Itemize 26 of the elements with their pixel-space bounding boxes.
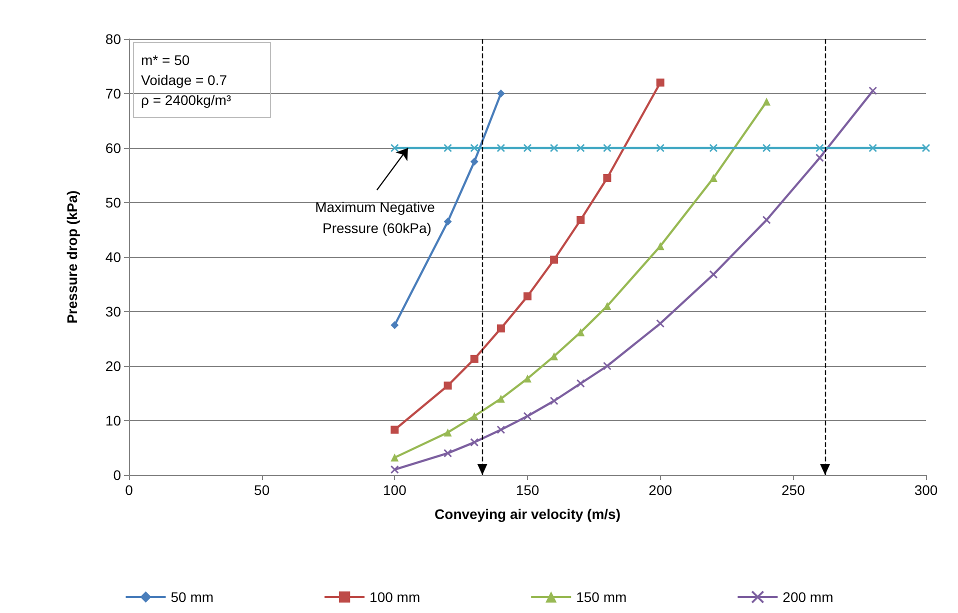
legend-label: 150 mm (576, 589, 627, 605)
y-tick-label: 40 (105, 249, 122, 265)
y-tick-label: 20 (105, 358, 122, 374)
annotation: m* = 50 (141, 52, 190, 68)
x-tick-label: 100 (382, 482, 407, 498)
y-tick-label: 70 (105, 86, 122, 102)
legend-label: 100 mm (370, 589, 420, 605)
y-tick-label: 80 (105, 31, 122, 47)
annotation: Voidage = 0.7 (141, 72, 228, 88)
y-tick-label: 60 (105, 140, 122, 156)
x-tick-label: 200 (648, 482, 672, 498)
annotation: ρ = 2400kg/m³ (141, 92, 232, 108)
x-axis-title: Conveying air velocity (m/s) (434, 506, 620, 522)
y-axis-title: Pressure drop (kPa) (64, 190, 80, 324)
x-tick-label: 250 (781, 482, 806, 498)
y-tick-label: 30 (105, 304, 122, 320)
x-tick-label: 300 (914, 482, 938, 498)
legend-label: 200 mm (782, 589, 834, 605)
legend-label: 50 mm (170, 589, 214, 605)
annotation: Maximum Negative Pressure (60kPa) (315, 198, 439, 236)
x-tick-label: 150 (516, 482, 540, 498)
x-tick-label: 50 (254, 482, 270, 498)
y-tick-label: 10 (105, 412, 122, 428)
y-tick-label: 0 (113, 467, 122, 483)
x-tick-label: 0 (125, 482, 134, 498)
y-tick-label: 50 (105, 194, 122, 210)
